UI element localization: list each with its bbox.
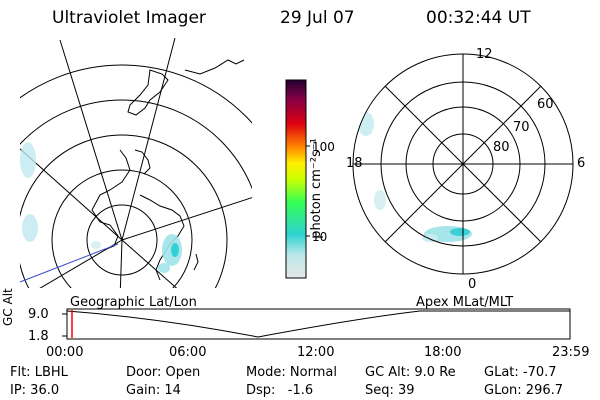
altitude-ytick-min: 1.8 [28,329,49,344]
mlt-label-18: 18 [346,156,363,171]
altitude-curve [66,310,570,338]
info-filter: Flt: LBHL [10,365,68,380]
colorbar-tick-10: 10 [312,230,328,244]
xtick-0000: 00:00 [46,345,84,360]
coastline [91,59,245,281]
polar-aurora [358,112,472,242]
info-door: Door: Open [126,365,201,380]
colorbar-tick-100: 100 [312,140,335,154]
date-label: 29 Jul 07 [280,8,355,28]
mlt-label-6: 6 [577,156,586,171]
xtick-1800: 18:00 [424,345,462,360]
geo-caption: Geographic Lat/Lon [70,295,197,310]
info-ip: IP: 36.0 [10,383,60,398]
time-label: 00:32:44 UT [426,8,531,28]
geo-aurora [20,142,182,273]
altitude-panel [62,308,571,340]
xtick-1200: 12:00 [297,345,335,360]
polar-grid [352,53,574,275]
xtick-0600: 06:00 [169,345,207,360]
orbit-track [19,243,119,283]
info-mode: Mode: Normal [246,365,337,380]
altitude-ytick-max: 9.0 [28,307,49,322]
instrument-title: Ultraviolet Imager [52,8,206,28]
info-glat: GLat: -70.7 [484,365,557,380]
info-gc-alt: GC Alt: 9.0 Re [365,365,456,380]
colorbar-unit-label: photon cm⁻²s⁻¹ [308,138,324,239]
mlt-label-0: 0 [468,277,477,292]
lat-label-70: 70 [513,120,530,135]
polar-map [352,53,574,275]
info-gain: Gain: 14 [126,383,181,398]
altitude-ylabel: GC Alt [1,288,15,326]
xtick-2359: 23:59 [552,345,590,360]
lat-label-80: 80 [493,140,510,155]
lat-label-60: 60 [537,97,554,112]
mlt-label-12: 12 [476,47,493,62]
info-dsp: Dsp: -1.6 [246,383,314,398]
polar-caption: Apex MLat/MLT [416,295,514,310]
geo-grid [20,38,252,288]
colorbar [285,79,310,279]
colorbar-scale [285,79,307,279]
info-glon: GLon: 296.7 [484,383,564,398]
altitude-frame [66,308,571,340]
info-seq: Seq: 39 [365,383,415,398]
